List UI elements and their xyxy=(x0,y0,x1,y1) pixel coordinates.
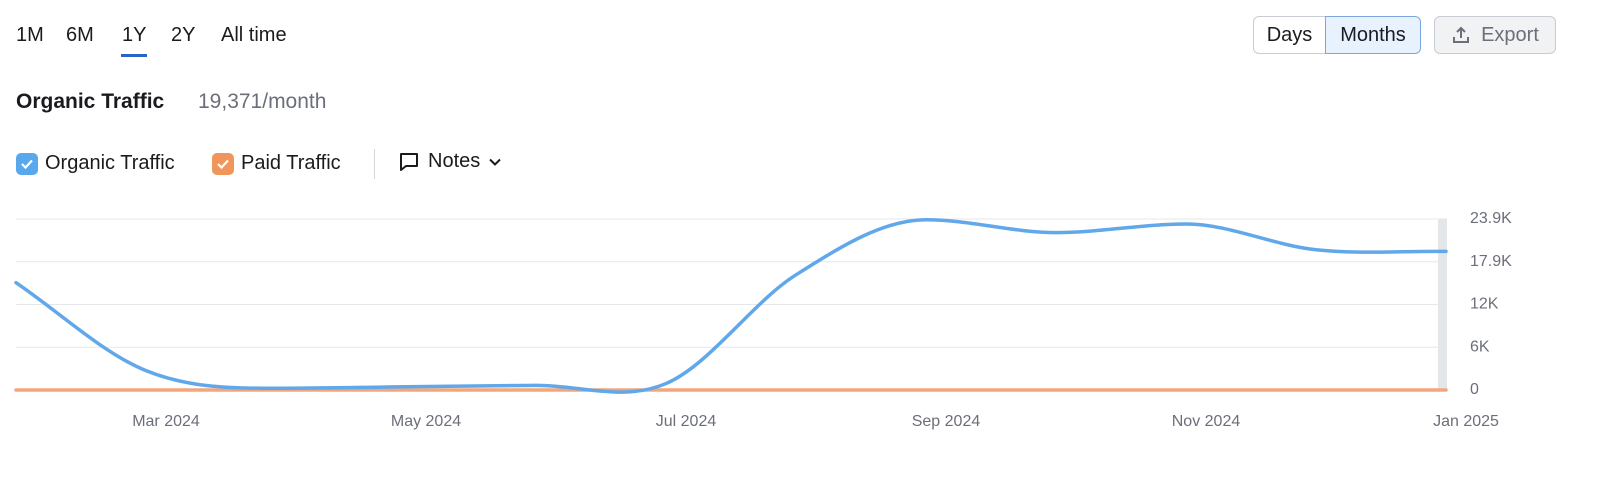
y-tick-label: 0 xyxy=(1470,381,1479,398)
export-label: Export xyxy=(1481,23,1539,46)
chevron-icon xyxy=(489,158,501,166)
x-tick-label: Jul 2024 xyxy=(656,413,717,430)
tab[interactable]: 2Y xyxy=(171,24,196,46)
active-tab-underline xyxy=(121,54,147,57)
tab[interactable]: 1Y xyxy=(122,24,147,46)
export-icon xyxy=(1453,26,1470,43)
tab[interactable]: All time xyxy=(221,24,287,46)
legend-checkbox[interactable] xyxy=(16,153,38,175)
notes-label: Notes xyxy=(428,150,481,172)
y-tick-label: 6K xyxy=(1470,338,1490,355)
x-tick-label: Mar 2024 xyxy=(132,413,200,430)
divider xyxy=(374,149,375,179)
tab[interactable]: 6M xyxy=(66,24,94,46)
export-button[interactable]: Export xyxy=(1434,16,1556,54)
tab[interactable]: 1M xyxy=(16,24,44,46)
legend-label[interactable]: Organic Traffic xyxy=(45,152,175,174)
y-tick-label: 23.9K xyxy=(1470,210,1512,227)
x-tick-label: Sep 2024 xyxy=(912,413,981,430)
x-tick-label: Nov 2024 xyxy=(1172,413,1241,430)
series-line xyxy=(14,217,1448,394)
legend-label[interactable]: Paid Traffic xyxy=(241,152,341,174)
y-tick-label: 12K xyxy=(1470,296,1499,313)
x-tick-label: May 2024 xyxy=(391,413,461,430)
days-button[interactable]: Days xyxy=(1253,16,1326,54)
notes-icon xyxy=(400,152,418,171)
chart-subtitle: 19,371/month xyxy=(198,90,327,113)
notes-button[interactable]: Notes xyxy=(398,150,502,173)
chart-title: Organic Traffic xyxy=(16,90,165,113)
legend-checkbox[interactable] xyxy=(212,153,234,175)
y-tick-label: 17.9K xyxy=(1470,253,1512,270)
months-button[interactable]: Months xyxy=(1325,16,1421,54)
check-icon xyxy=(217,159,229,170)
check-icon xyxy=(21,159,33,170)
x-tick-label: Jan 2025 xyxy=(1433,413,1499,430)
